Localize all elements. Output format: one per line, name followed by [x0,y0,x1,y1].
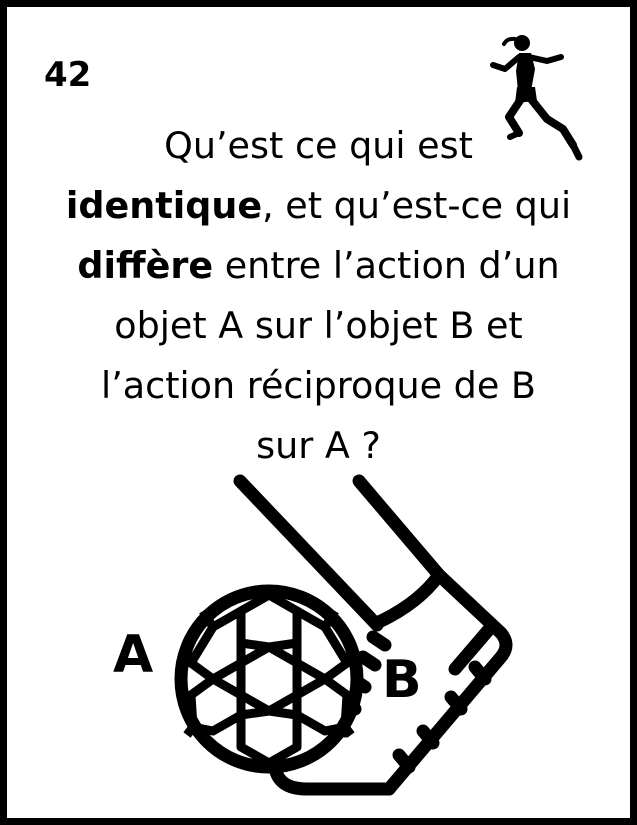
question-line: identique, et qu’est-ce qui [17,176,620,236]
running-woman-icon [490,35,583,161]
question-run: objet A sur l’objet B et [114,304,523,347]
question-run: l’action réciproque de B [101,364,536,407]
question-run: Qu’est ce qui est [164,124,473,167]
question-line: sur A ? [17,416,620,476]
question-emphasis: identique [65,184,263,227]
question-text: Qu’est ce qui est identique, et qu’est-c… [17,116,620,476]
card-number: 42 [44,55,92,95]
question-line: diffère entre l’action d’un [17,236,620,296]
soccer-ball-icon [174,584,364,774]
question-line: l’action réciproque de B [17,356,620,416]
question-run: sur A ? [256,424,381,467]
label-b: B [382,650,422,710]
question-emphasis: diffère [77,244,214,287]
label-a: A [113,625,154,685]
question-line: Qu’est ce qui est [17,116,620,176]
question-run: , et qu’est-ce qui [262,184,572,227]
question-run: entre l’action d’un [213,244,560,287]
kick-illustration [174,474,513,796]
question-line: objet A sur l’objet B et [17,296,620,356]
